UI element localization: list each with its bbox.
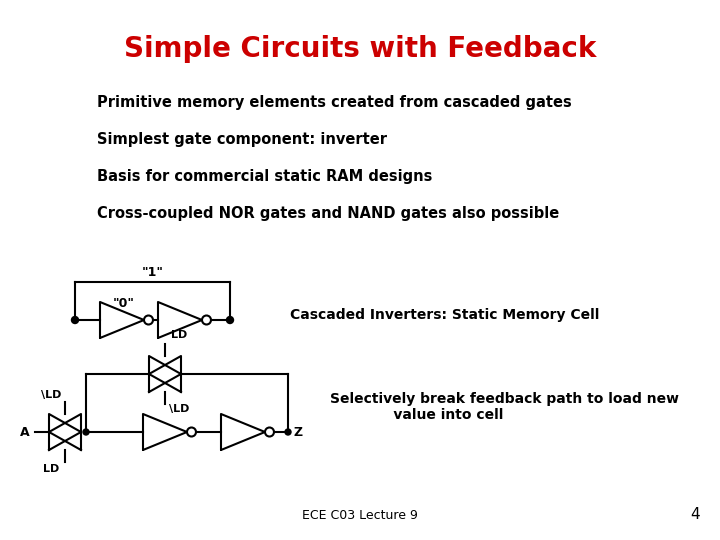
Text: Cross-coupled NOR gates and NAND gates also possible: Cross-coupled NOR gates and NAND gates a… bbox=[97, 206, 559, 221]
Text: Simplest gate component: inverter: Simplest gate component: inverter bbox=[97, 132, 387, 147]
Circle shape bbox=[227, 316, 233, 323]
Text: Simple Circuits with Feedback: Simple Circuits with Feedback bbox=[124, 35, 596, 63]
Text: LD: LD bbox=[43, 464, 59, 474]
Text: LD: LD bbox=[171, 330, 187, 340]
Text: "1": "1" bbox=[142, 266, 163, 279]
Text: Z: Z bbox=[294, 426, 303, 438]
Text: Primitive memory elements created from cascaded gates: Primitive memory elements created from c… bbox=[97, 95, 572, 110]
Text: 4: 4 bbox=[690, 507, 700, 522]
Text: "0": "0" bbox=[113, 297, 135, 310]
Circle shape bbox=[71, 316, 78, 323]
Text: \LD: \LD bbox=[168, 404, 189, 414]
Text: Cascaded Inverters: Static Memory Cell: Cascaded Inverters: Static Memory Cell bbox=[290, 308, 599, 322]
Text: Basis for commercial static RAM designs: Basis for commercial static RAM designs bbox=[97, 169, 433, 184]
Circle shape bbox=[83, 429, 89, 435]
Circle shape bbox=[285, 429, 291, 435]
Text: \LD: \LD bbox=[41, 390, 61, 400]
Text: A: A bbox=[20, 426, 30, 438]
Text: ECE C03 Lecture 9: ECE C03 Lecture 9 bbox=[302, 509, 418, 522]
Text: Selectively break feedback path to load new
             value into cell: Selectively break feedback path to load … bbox=[330, 392, 679, 422]
